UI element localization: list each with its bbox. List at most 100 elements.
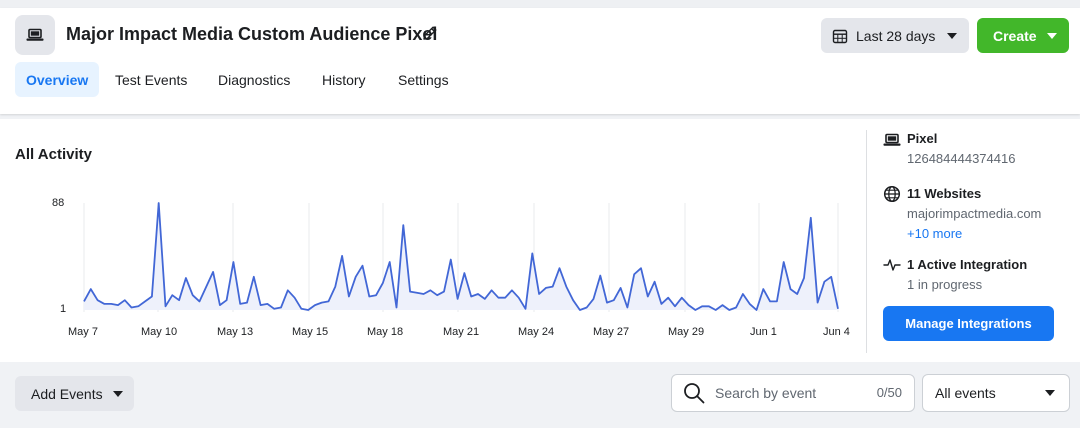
activity-chart (83, 202, 839, 312)
activity-point (497, 297, 499, 299)
activity-point (626, 306, 628, 308)
activity-point (538, 293, 540, 295)
activity-point (321, 301, 323, 303)
activity-point (701, 305, 703, 307)
y-tick-label-min: 1 (60, 303, 67, 315)
activity-point (368, 295, 370, 297)
activity-point (450, 258, 452, 260)
activity-point (837, 308, 839, 310)
x-tick-label: May 15 (292, 326, 329, 338)
activity-point (613, 299, 615, 301)
activity-point (225, 299, 227, 301)
activity-point (592, 298, 594, 300)
activity-point (660, 303, 662, 305)
activity-point (253, 276, 255, 278)
pencil-icon[interactable] (421, 24, 439, 42)
caret-down-icon (112, 390, 123, 397)
activity-point (674, 305, 676, 307)
activity-point (395, 306, 397, 308)
page-title: Major Impact Media Custom Audience Pixel (66, 24, 438, 44)
activity-point (640, 267, 642, 269)
create-button-label: Create (993, 27, 1037, 44)
search-input[interactable] (715, 385, 865, 401)
sidebar-divider (866, 130, 867, 353)
activity-point (287, 289, 289, 291)
x-tick-label: May 24 (518, 326, 555, 338)
pixel-avatar (15, 15, 55, 55)
activity-point (776, 300, 778, 302)
more-websites-link[interactable]: +10 more (907, 226, 963, 241)
activity-point (599, 274, 601, 276)
activity-point (83, 300, 85, 302)
pixel-id: 126484444374416 (907, 151, 1016, 166)
activity-point (409, 290, 411, 292)
activity-point (314, 304, 316, 306)
activity-point (416, 292, 418, 294)
tab-settings[interactable]: Settings (398, 71, 449, 88)
activity-point (490, 289, 492, 291)
activity-point (579, 309, 581, 311)
activity-point (694, 309, 696, 311)
date-range-button[interactable]: Last 28 days (821, 18, 969, 53)
activity-point (178, 299, 180, 301)
activity-point (130, 306, 132, 308)
top-strip (0, 0, 1080, 8)
activity-point (151, 295, 153, 297)
date-range-label: Last 28 days (856, 27, 936, 44)
activity-point (619, 287, 621, 289)
activity-point (348, 295, 350, 297)
tab-diagnostics[interactable]: Diagnostics (218, 71, 291, 88)
tab-overview[interactable]: Overview (15, 62, 100, 97)
activity-point (823, 281, 825, 283)
activity-point (796, 293, 798, 295)
activity-point (463, 272, 465, 274)
tab-history[interactable]: History (322, 71, 366, 88)
activity-point (422, 293, 424, 295)
section-title: All Activity (15, 146, 92, 163)
activity-point (681, 297, 683, 299)
activity-point (192, 294, 194, 296)
activity-point (803, 277, 805, 279)
activity-point (667, 297, 669, 299)
activity-icon (883, 259, 901, 271)
activity-point (470, 295, 472, 297)
activity-point (327, 300, 329, 302)
activity-point (334, 285, 336, 287)
activity-point (572, 299, 574, 301)
activity-point (382, 282, 384, 284)
manage-integrations-button[interactable]: Manage Integrations (883, 306, 1054, 341)
activity-point (90, 288, 92, 290)
activity-point (96, 299, 98, 301)
x-tick-label: May 7 (68, 326, 98, 338)
activity-point (436, 294, 438, 296)
tab-test-events[interactable]: Test Events (115, 71, 188, 88)
x-tick-label: May 18 (367, 326, 404, 338)
activity-point (137, 305, 139, 307)
x-tick-label: May 10 (141, 326, 178, 338)
activity-point (429, 289, 431, 291)
x-tick-label: Jun 4 (823, 326, 850, 338)
activity-point (531, 252, 533, 254)
activity-point (341, 255, 343, 257)
activity-point (456, 298, 458, 300)
activity-point (518, 297, 520, 299)
integrations-title: 1 Active Integration (907, 257, 1028, 272)
activity-point (789, 288, 791, 290)
websites-title: 11 Websites (907, 186, 982, 201)
activity-point (687, 304, 689, 306)
activity-line (83, 202, 839, 311)
events-filter-select[interactable]: All events (922, 374, 1070, 412)
activity-point (246, 301, 248, 303)
laptop-icon (883, 133, 901, 146)
x-tick-label: May 21 (443, 326, 480, 338)
laptop-icon (26, 28, 44, 41)
activity-point (293, 297, 295, 299)
create-button[interactable]: Create (977, 18, 1069, 53)
activity-point (239, 303, 241, 305)
add-events-button[interactable]: Add Events (15, 376, 134, 411)
activity-point (185, 277, 187, 279)
activity-point (164, 305, 166, 307)
pixel-title: Pixel (907, 131, 938, 146)
caret-down-icon (947, 32, 958, 39)
activity-point (749, 303, 751, 305)
